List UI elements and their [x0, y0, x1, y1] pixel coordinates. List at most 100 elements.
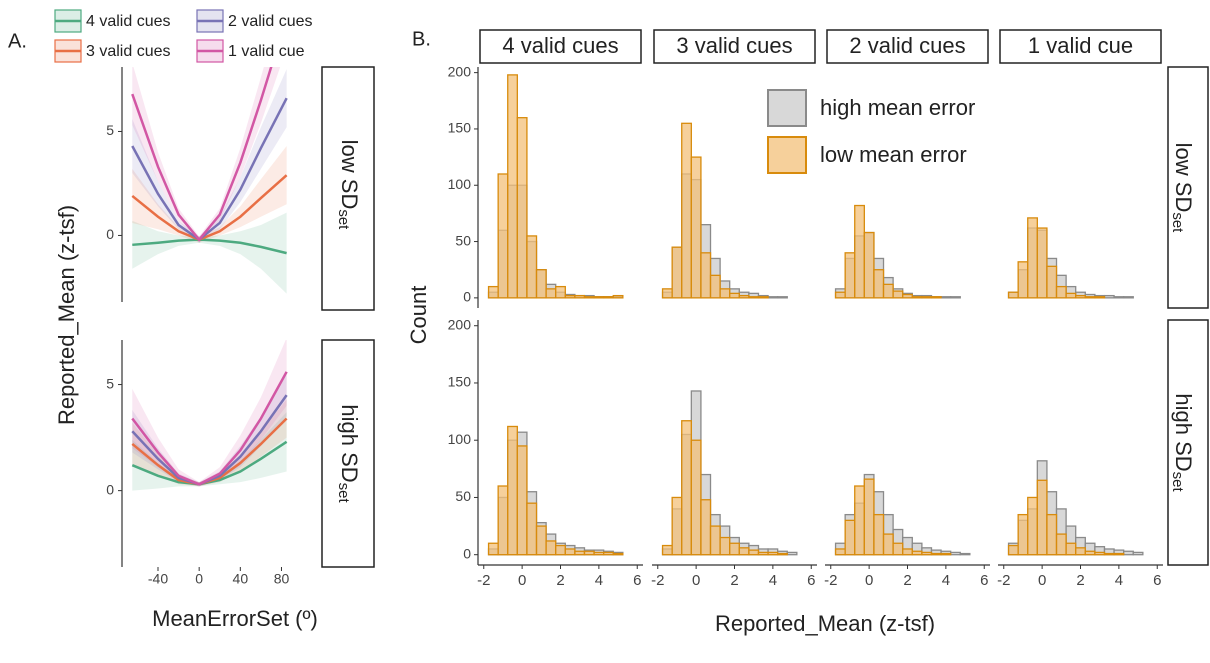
- strip-label: 1 valid cue: [1028, 33, 1133, 58]
- y-tick-label: 0: [106, 226, 114, 242]
- bar: [1075, 294, 1086, 299]
- bar: [545, 540, 557, 556]
- bar: [1017, 261, 1029, 299]
- x-tick-label: -2: [997, 572, 1010, 589]
- bar: [612, 294, 624, 299]
- bar: [892, 290, 904, 299]
- bar: [497, 485, 509, 556]
- bar: [1007, 544, 1019, 556]
- bar: [1084, 550, 1096, 556]
- bar: [940, 296, 952, 299]
- x-tick-label: 2: [903, 572, 911, 589]
- y-tick-label: 150: [448, 374, 472, 390]
- strip-label-main: high SD: [1171, 393, 1196, 471]
- bar: [516, 117, 528, 299]
- bar: [709, 525, 721, 556]
- strip-label-sub: set: [1169, 212, 1186, 233]
- legend-label: 1 valid cue: [228, 43, 305, 60]
- bar: [1113, 552, 1125, 556]
- x-tick-label: 6: [807, 572, 815, 589]
- bar: [902, 293, 913, 299]
- line: [131, 174, 288, 241]
- x-tick-label: 40: [233, 571, 249, 587]
- y-tick-label: 50: [455, 488, 471, 504]
- x-tick-label: -2: [651, 572, 664, 589]
- bar: [555, 285, 566, 299]
- bar: [729, 292, 740, 299]
- y-tick-label: 0: [463, 545, 471, 561]
- strip-label: high SDset: [1169, 393, 1196, 492]
- bar: [767, 551, 779, 556]
- facet-plot: [131, 67, 288, 294]
- strip-label-sub: set: [335, 483, 352, 504]
- strip-label: high SDset: [335, 404, 362, 503]
- bar: [709, 274, 721, 299]
- y-tick-label: 150: [448, 120, 472, 136]
- bar: [516, 445, 528, 556]
- bar: [873, 513, 885, 556]
- y-tick-label: 50: [455, 232, 471, 248]
- bar: [583, 296, 595, 299]
- strip-label-main: low SD: [337, 140, 362, 210]
- bar: [834, 291, 846, 299]
- strip: [479, 29, 642, 64]
- strip: [321, 66, 375, 311]
- bar: [1065, 292, 1077, 299]
- bar: [1094, 551, 1106, 556]
- legend-label: 2 valid cues: [228, 13, 313, 30]
- y-axis-title: Count: [406, 286, 431, 345]
- bar: [690, 156, 702, 299]
- strip: [999, 29, 1162, 64]
- y-tick-label: 200: [448, 316, 472, 332]
- bar: [930, 552, 942, 556]
- x-tick-label: 2: [730, 572, 738, 589]
- bar: [671, 496, 683, 556]
- strip: [1167, 66, 1209, 309]
- y-tick-label: 200: [448, 63, 472, 79]
- bar: [748, 296, 760, 299]
- x-tick-label: 6: [980, 572, 988, 589]
- strip: [321, 339, 375, 568]
- x-axis-title: Reported_Mean (z-tsf): [715, 611, 935, 636]
- bar: [719, 288, 731, 299]
- strip-label: low SDset: [1169, 143, 1196, 234]
- bar: [487, 285, 499, 299]
- bar: [950, 296, 961, 299]
- bar: [700, 252, 712, 299]
- bar: [777, 296, 788, 299]
- strip-label: 4 valid cues: [502, 33, 618, 58]
- bar: [844, 519, 856, 556]
- bar: [738, 547, 750, 556]
- bar: [681, 420, 692, 556]
- x-tick-label: 4: [595, 572, 603, 589]
- bar: [681, 122, 692, 299]
- x-tick-label: 6: [1153, 572, 1161, 589]
- bar: [1036, 227, 1048, 299]
- bar: [1103, 552, 1115, 556]
- bar: [1027, 217, 1038, 299]
- bar: [729, 542, 740, 556]
- line: [131, 67, 273, 242]
- bar: [921, 296, 933, 299]
- bar: [959, 552, 971, 556]
- bar: [526, 235, 538, 299]
- bar: [593, 551, 605, 556]
- bar: [564, 294, 576, 299]
- line: [132, 238, 287, 255]
- bar: [1084, 296, 1096, 299]
- bar: [690, 439, 702, 556]
- legend-label: 3 valid cues: [86, 43, 171, 60]
- x-tick-label: 0: [1038, 572, 1046, 589]
- strip-label: 2 valid cues: [849, 33, 965, 58]
- ribbon: [132, 399, 287, 487]
- bar: [767, 296, 779, 299]
- y-tick-label: 0: [106, 481, 114, 497]
- bar: [854, 485, 865, 556]
- panel-label: A.: [8, 30, 27, 52]
- bar: [555, 544, 566, 556]
- ribbon: [132, 212, 287, 294]
- bar: [1132, 551, 1144, 556]
- ribbon: [132, 412, 287, 491]
- bar: [583, 550, 595, 556]
